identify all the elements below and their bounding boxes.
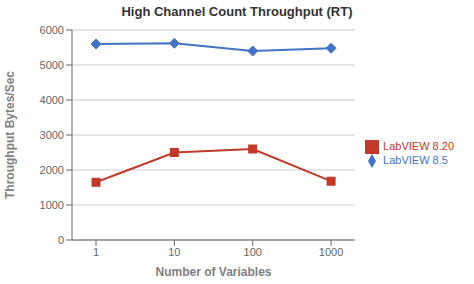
svg-text:0: 0 [58,234,64,246]
svg-text:100: 100 [244,246,262,258]
svg-text:5000: 5000 [40,59,64,71]
svg-text:1: 1 [93,246,99,258]
svg-text:Number of Variables: Number of Variables [156,265,272,279]
svg-text:1000: 1000 [40,199,64,211]
html-text:LabVIEW 8.20: LabVIEW 8.20 [383,139,454,152]
svg-text:10: 10 [168,246,180,258]
svg-text:6000: 6000 [40,24,64,36]
svg-text:3000: 3000 [40,129,64,141]
svg-text:Throughput Bytes/Sec: Throughput Bytes/Sec [8,71,17,199]
html-text:LabVIEW 8.5: LabVIEW 8.5 [383,154,448,166]
svg-text:2000: 2000 [40,164,64,176]
svg-text:1000: 1000 [319,246,343,258]
html-text:High Channel Count Throughput: High Channel Count Throughput (RT) [121,4,353,19]
svg-text:4000: 4000 [40,94,64,106]
